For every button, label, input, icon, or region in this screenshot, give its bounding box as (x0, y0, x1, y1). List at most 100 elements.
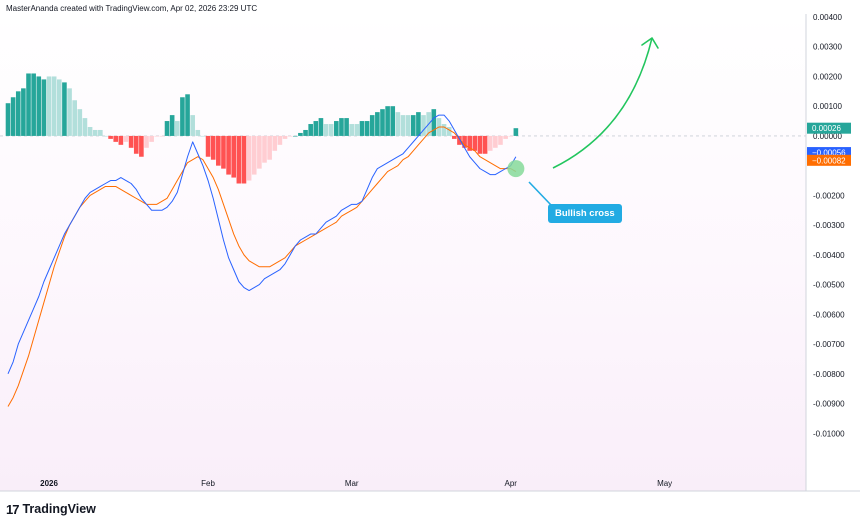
histogram-bar (431, 109, 437, 136)
histogram-bar (200, 135, 206, 137)
tradingview-brand-text: TradingView (22, 502, 96, 516)
histogram-bar (139, 135, 144, 157)
histogram-bar (128, 135, 134, 148)
histogram-bar (467, 135, 472, 151)
histogram-bar (369, 115, 375, 136)
histogram-series (0, 73, 806, 184)
histogram-bar (513, 128, 519, 136)
histogram-bar (144, 135, 149, 148)
histogram-bar (251, 135, 257, 175)
histogram-bar (400, 115, 406, 136)
histogram-bar (92, 129, 98, 136)
histogram-bar (303, 129, 308, 136)
histogram-bar (323, 124, 329, 136)
histogram-bar (180, 97, 185, 136)
histogram-bar (210, 135, 216, 160)
price-axis: 0.00400 0.00300 0.00200 0.00100 0.00000 -0.00… (805, 13, 851, 491)
histogram-bar (385, 106, 390, 136)
y-tick-label: 0.00000 (813, 132, 842, 141)
bullish-arrow-head (641, 37, 659, 49)
y-tick-label: -0.00600 (813, 310, 845, 319)
histogram-bar (416, 112, 421, 136)
histogram-bar (36, 76, 42, 136)
histogram-bar (477, 135, 483, 154)
histogram-bar (318, 118, 324, 136)
histogram-bar (508, 135, 514, 137)
histogram-bar (349, 124, 355, 136)
histogram-bar (457, 135, 462, 145)
histogram-bar (164, 121, 170, 136)
histogram-bar (292, 135, 298, 137)
last-value-badge (807, 147, 851, 159)
y-tick-label: -0.00300 (813, 221, 845, 230)
histogram-bar (31, 73, 36, 136)
tradingview-logo-icon: 17 (6, 501, 20, 517)
histogram-bar (405, 115, 411, 136)
histogram-bar (272, 135, 278, 151)
y-tick-label: -0.00700 (813, 340, 845, 349)
y-tick-label: -0.00500 (813, 281, 845, 290)
x-tick-label: May (657, 479, 672, 488)
histogram-bar (277, 135, 283, 145)
bullish-arrow (552, 37, 653, 169)
last-value-badge (807, 154, 851, 166)
x-tick-label: 2026 (40, 479, 58, 488)
histogram-bar (205, 135, 211, 157)
histogram-bar (493, 135, 498, 148)
y-tick-label: -0.00400 (813, 251, 845, 260)
histogram-bar (169, 115, 175, 136)
histogram-bar (113, 135, 119, 142)
histogram-bar (108, 135, 113, 139)
histogram-bar (216, 135, 221, 166)
bullish-cross-circle (507, 160, 525, 178)
histogram-bar (339, 118, 344, 136)
histogram-bar (159, 135, 165, 137)
histogram-bar (185, 94, 190, 136)
histogram-bar (123, 135, 129, 142)
histogram-bar (15, 91, 21, 136)
histogram-bar (51, 76, 57, 136)
histogram-bar (241, 135, 247, 184)
histogram-bar (446, 127, 452, 136)
tradingview-logo[interactable]: 17 TradingView (6, 500, 96, 518)
last-value-label: 0.00026 (812, 124, 841, 133)
y-tick-label: 0.00300 (813, 43, 842, 52)
histogram-bar (482, 135, 488, 154)
histogram-bar (133, 135, 139, 154)
histogram-bar (328, 124, 334, 136)
histogram-bar (98, 129, 103, 136)
histogram-bar (236, 135, 242, 184)
histogram-bar (226, 135, 231, 175)
y-tick-label: -0.00200 (813, 191, 845, 200)
histogram-bar (334, 121, 339, 136)
histogram-bar (41, 79, 47, 136)
histogram-bar (87, 127, 93, 136)
histogram-bar (154, 135, 160, 137)
histogram-bar (262, 135, 267, 163)
signal-line (7, 126, 517, 407)
histogram-bar (195, 129, 201, 136)
y-tick-label: 0.00100 (813, 102, 842, 111)
histogram-bar (462, 135, 467, 148)
y-tick-label: -0.01000 (813, 429, 845, 438)
histogram-bar (246, 135, 252, 181)
y-tick-label: 0.00400 (813, 13, 842, 22)
histogram-bar (287, 135, 293, 137)
histogram-bar (452, 135, 457, 139)
histogram-bar (149, 135, 154, 142)
plot-background (0, 14, 806, 491)
histogram-bar (21, 88, 26, 136)
histogram-bar (174, 121, 180, 136)
histogram-bar (441, 124, 447, 136)
macd-line (7, 114, 517, 375)
histogram-bar (26, 73, 31, 136)
bullish-cross-label: Bullish cross (548, 204, 622, 223)
histogram-bar (77, 109, 83, 136)
histogram-bar (472, 135, 478, 151)
histogram-bar (298, 132, 303, 136)
histogram-bar (410, 115, 416, 136)
histogram-bar (498, 135, 503, 145)
callout-connector (528, 181, 552, 206)
chart-caption: MasterAnanda created with TradingView.co… (6, 4, 258, 13)
